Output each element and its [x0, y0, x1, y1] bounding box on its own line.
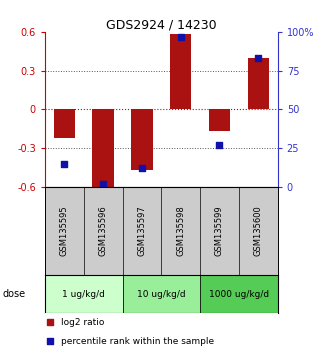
Point	[100, 181, 106, 187]
Bar	[45, 275, 123, 313]
Bar	[170, 34, 191, 109]
Text: log2 ratio: log2 ratio	[61, 318, 105, 327]
Text: GSM135595: GSM135595	[60, 206, 69, 256]
Point	[62, 161, 67, 166]
Bar	[247, 58, 269, 109]
Text: GSM135599: GSM135599	[215, 206, 224, 256]
Text: 1 ug/kg/d: 1 ug/kg/d	[62, 290, 105, 298]
Point	[139, 165, 144, 171]
Point	[178, 34, 183, 39]
Point	[47, 319, 52, 325]
Text: dose: dose	[3, 289, 26, 299]
Point	[47, 338, 52, 344]
Point	[217, 142, 222, 148]
Bar	[209, 109, 230, 131]
Bar	[123, 275, 200, 313]
Bar	[92, 109, 114, 187]
Text: percentile rank within the sample: percentile rank within the sample	[61, 337, 214, 346]
Text: GSM135597: GSM135597	[137, 206, 146, 256]
Title: GDS2924 / 14230: GDS2924 / 14230	[106, 19, 217, 32]
Bar	[54, 109, 75, 138]
Text: GSM135600: GSM135600	[254, 206, 263, 256]
Text: GSM135596: GSM135596	[99, 206, 108, 256]
Point	[256, 55, 261, 61]
Text: GSM135598: GSM135598	[176, 206, 185, 256]
Text: 1000 ug/kg/d: 1000 ug/kg/d	[209, 290, 269, 298]
Bar	[131, 109, 152, 170]
Bar	[200, 275, 278, 313]
Text: 10 ug/kg/d: 10 ug/kg/d	[137, 290, 186, 298]
